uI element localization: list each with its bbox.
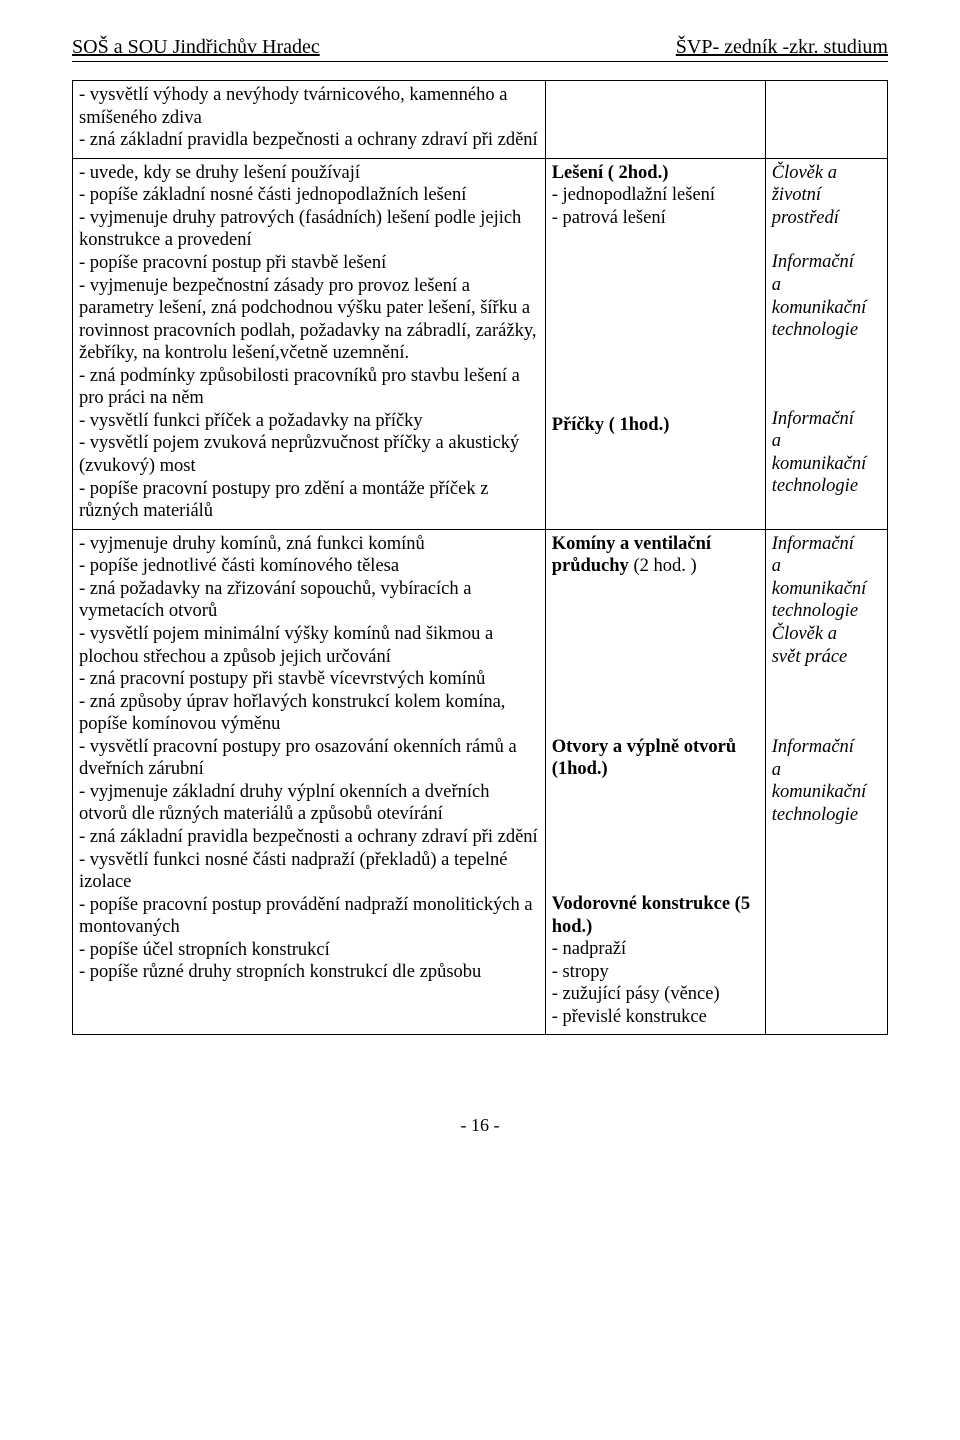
topic-title: Příčky ( 1hod.) [552,414,759,437]
text-block: - vysvětlí výhody a nevýhody tvárnicovéh… [79,84,539,152]
text-block: - vyjmenuje druhy komínů, zná funkci kom… [79,533,539,736]
topic-title: (1hod.) [552,758,759,781]
text-block: - vysvětlí pracovní postupy pro osazován… [79,736,539,849]
cell-outcomes: - vyjmenuje druhy komínů, zná funkci kom… [73,529,546,1035]
topic-title: Komíny a ventilační [552,533,759,556]
cell-crosslinks: Informační a komunikační technologie Člo… [765,529,887,1035]
crosslink-line: a [772,759,881,782]
crosslink-line: komunikační [772,297,881,320]
cell-crosslinks [765,81,887,159]
spacer [772,668,881,736]
spacer [772,229,881,251]
spacer [552,229,759,414]
table-row: - uvede, kdy se druhy lešení používají -… [73,158,888,529]
curriculum-table: - vysvětlí výhody a nevýhody tvárnicovéh… [72,80,888,1035]
crosslink-line: komunikační [772,453,881,476]
topic-title: Lešení ( 2hod.) [552,162,759,185]
crosslink-line: technologie [772,319,881,342]
header-right: ŠVP- zedník -zkr. studium [676,36,888,59]
crosslink-line: komunikační [772,578,881,601]
crosslink-line: a [772,430,881,453]
topic-title-line2: průduchy (2 hod. ) [552,555,759,578]
text-block: - uvede, kdy se druhy lešení používají -… [79,162,539,410]
text-block: - vysvětlí funkci nosné části nadpraží (… [79,849,539,984]
text-block: - vysvětlí funkci příček a požadavky na … [79,410,539,523]
crosslink-line: Informační [772,533,881,556]
crosslink-line: Informační [772,251,881,274]
crosslink-line: svět práce [772,646,881,669]
header-left: SOŠ a SOU Jindřichův Hradec [72,36,320,59]
table-row: - vysvětlí výhody a nevýhody tvárnicovéh… [73,81,888,159]
crosslink-line: Člověk a [772,623,881,646]
page-container: SOŠ a SOU Jindřichův Hradec ŠVP- zedník … [0,0,960,1184]
cell-topic: Komíny a ventilační průduchy (2 hod. ) O… [545,529,765,1035]
crosslink-line: technologie [772,475,881,498]
text-block: - jednopodlažní lešení - patrová lešení [552,184,759,229]
cell-outcomes: - vysvětlí výhody a nevýhody tvárnicovéh… [73,81,546,159]
cell-topic [545,81,765,159]
spacer [772,342,881,408]
crosslink-line: Informační [772,408,881,431]
topic-title-word: průduchy [552,556,634,576]
table-row: - vyjmenuje druhy komínů, zná funkci kom… [73,529,888,1035]
crosslink-line: technologie [772,804,881,827]
header-rule [72,61,888,62]
crosslink-line: technologie [772,600,881,623]
page-number: - 16 - [72,1115,888,1136]
crosslink-line: Informační [772,736,881,759]
crosslink-line: Člověk a [772,162,881,185]
topic-title: Otvory a výplně otvorů [552,736,759,759]
cell-crosslinks: Člověk a životní prostředí Informační a … [765,158,887,529]
topic-title: Vodorovné konstrukce (5 hod.) [552,893,759,938]
cell-outcomes: - uvede, kdy se druhy lešení používají -… [73,158,546,529]
topic-title-hours: (2 hod. ) [633,556,696,576]
text-block: - nadpraží - stropy - zužující pásy (věn… [552,938,759,1028]
spacer [552,781,759,893]
page-header: SOŠ a SOU Jindřichův Hradec ŠVP- zedník … [72,36,888,59]
spacer [552,578,759,736]
crosslink-line: prostředí [772,207,881,230]
crosslink-line: a [772,274,881,297]
cell-topic: Lešení ( 2hod.) - jednopodlažní lešení -… [545,158,765,529]
crosslink-line: komunikační [772,781,881,804]
crosslink-line: a [772,555,881,578]
crosslink-line: životní [772,184,881,207]
